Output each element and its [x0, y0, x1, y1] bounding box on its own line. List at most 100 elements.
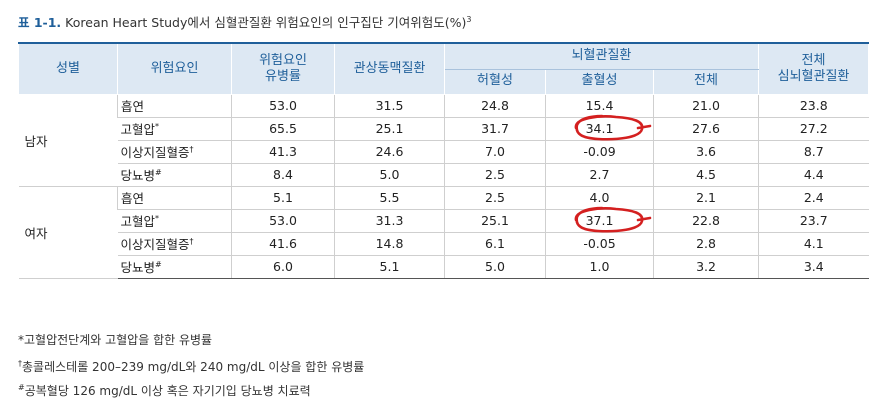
header-stroke-total: 전체: [652, 68, 760, 95]
value-cell: 53.0: [231, 209, 335, 233]
value-cell: 23.7: [758, 209, 869, 233]
footnote-mark: *: [155, 213, 160, 223]
value-cell: 14.8: [334, 232, 445, 256]
risk-factor-cell: 이상지질혈증†: [117, 140, 232, 164]
value-cell: 8.7: [758, 140, 869, 164]
value-cell: 6.0: [231, 255, 335, 279]
footnote-symbol: *: [18, 333, 24, 347]
value-cell: 5.0: [334, 163, 445, 187]
value-cell: 2.7: [545, 163, 654, 187]
risk-factor-cell: 흡연: [117, 93, 232, 118]
table-body: 남자 흡연 53.0 31.5 24.8 15.4 21.0 23.8 고혈압* 65.5 25.1…: [18, 93, 869, 279]
hand-drawn-circle-annotation: [574, 114, 651, 141]
table-row: 고혈압* 65.5 25.1 31.7 34.1 27.6 27.2: [19, 114, 869, 141]
table-row: 여자 흡연 5.1 5.5 2.5 4.0 2.1 2.4: [18, 185, 869, 279]
table-row: 당뇨병# 6.0 5.1 5.0 1.0 3.2 3.4: [19, 255, 869, 279]
header-total-line-1: 전체: [801, 52, 826, 68]
table-caption: 표 1-1. Korean Heart Study에서 심혈관질환 위험요인의 …: [18, 12, 471, 31]
value-cell: 22.8: [652, 209, 759, 233]
value-cell: 24.6: [334, 140, 445, 164]
header-cerebrovascular-group: 뇌혈관질환: [443, 42, 760, 70]
value-cell: 15.4: [545, 93, 654, 118]
footnote-text: 총콜레스테롤 200–239 mg/dL와 240 mg/dL 이상을 합한 유…: [22, 360, 365, 374]
value-cell: 4.5: [652, 163, 759, 187]
sex-cell: 여자: [18, 185, 118, 279]
risk-factor-name: 흡연: [121, 99, 145, 114]
header-prevalence-line-1: 위험요인: [259, 52, 307, 68]
value-cell: 31.7: [444, 117, 546, 141]
footnote-symbol: †: [18, 359, 22, 368]
risk-factor-name: 당뇨병: [120, 260, 156, 275]
value-cell: 5.1: [231, 185, 335, 210]
value-cell: 4.4: [758, 163, 869, 187]
risk-factor-cell: 흡연: [117, 185, 232, 210]
header-prevalence: 위험요인 유병률: [231, 42, 335, 95]
risk-factor-name: 고혈압: [120, 214, 156, 229]
header-prevalence-line-2: 유병률: [265, 68, 301, 84]
value-cell: 2.8: [652, 232, 759, 256]
value-cell: 34.1: [545, 114, 654, 141]
value-cell: 5.1: [334, 255, 445, 279]
footnote-symbol: #: [18, 383, 25, 392]
citation-mark: 3: [466, 14, 472, 24]
header-ischemic: 허혈성: [444, 68, 546, 95]
table-row: 고혈압* 53.0 31.3 25.1 37.1 22.8 23.7: [19, 206, 869, 233]
hand-drawn-circle-annotation: [574, 206, 651, 233]
value-cell: 65.5: [231, 117, 335, 141]
value-cell: 23.8: [758, 93, 869, 118]
value-cell: 27.2: [758, 117, 869, 141]
risk-factor-cell: 고혈압*: [117, 209, 232, 233]
value-cell: 5.0: [444, 255, 546, 279]
circled-value: 37.1: [574, 206, 651, 233]
value-cell: 3.6: [652, 140, 759, 164]
table-row: 당뇨병# 8.4 5.0 2.5 2.7 4.5 4.4: [19, 163, 869, 187]
risk-factor-cell: 고혈압*: [117, 117, 232, 141]
value-cell: 37.1: [545, 206, 654, 233]
value-cell: -0.05: [545, 232, 654, 256]
header-hemorrhagic: 출혈성: [545, 68, 654, 95]
risk-factor-cell: 당뇨병#: [117, 255, 232, 279]
risk-factor-name: 당뇨병: [120, 168, 156, 183]
risk-factor-table: 성별 위험요인 위험요인 유병률 관상동맥질환 뇌혈관질환 전체 심뇌혈관질환 …: [18, 42, 870, 279]
footnote-mark: *: [155, 121, 160, 131]
value-cell: 31.3: [334, 209, 445, 233]
header-coronary: 관상동맥질환: [334, 42, 445, 95]
value-cell: 7.0: [444, 140, 546, 164]
value-cell: 2.5: [444, 185, 546, 210]
footnote-mark: #: [155, 259, 162, 269]
circled-value-text: 37.1: [585, 213, 614, 228]
risk-factor-name: 고혈압: [120, 122, 156, 137]
table-title: Korean Heart Study에서 심혈관질환 위험요인의 인구집단 기여…: [65, 15, 467, 30]
value-cell: 25.1: [334, 117, 445, 141]
footnote: #공복혈당 126 mg/dL 이상 혹은 자기기입 당뇨병 치료력: [18, 376, 364, 400]
header-total: 전체 심뇌혈관질환: [758, 42, 870, 95]
value-cell: 53.0: [231, 93, 335, 118]
value-cell: 41.3: [231, 140, 335, 164]
table-row: 이상지질혈증† 41.3 24.6 7.0 -0.09 3.6 8.7: [19, 140, 869, 164]
risk-factor-name: 이상지질혈증: [120, 237, 190, 252]
header-risk-factor: 위험요인: [117, 42, 232, 95]
table-row: 이상지질혈증† 41.6 14.8 6.1 -0.05 2.8 4.1: [19, 232, 869, 256]
value-cell: 24.8: [444, 93, 546, 118]
footnote-mark: †: [189, 144, 194, 154]
value-cell: 41.6: [231, 232, 335, 256]
circle-stroke: [574, 206, 651, 233]
risk-factor-cell: 당뇨병#: [117, 163, 232, 187]
value-cell: 2.4: [758, 185, 869, 210]
header-sex: 성별: [18, 42, 118, 95]
sex-cell: 남자: [18, 93, 118, 187]
value-cell: 2.5: [444, 163, 546, 187]
footnote-text: 고혈압전단계와 고혈압을 합한 유병률: [24, 333, 213, 347]
header-total-line-2: 심뇌혈관질환: [777, 68, 850, 84]
table-number: 표 1-1.: [18, 15, 62, 30]
value-cell: 8.4: [231, 163, 335, 187]
value-cell: 1.0: [545, 255, 654, 279]
footnotes: *고혈압전단계와 고혈압을 합한 유병률 †총콜레스테롤 200–239 mg/d…: [18, 328, 364, 400]
footnote-mark: #: [155, 167, 162, 177]
footnote-mark: †: [189, 236, 194, 246]
value-cell: 3.4: [758, 255, 869, 279]
value-cell: 4.1: [758, 232, 869, 256]
risk-factor-cell: 이상지질혈증†: [117, 232, 232, 256]
value-cell: 21.0: [652, 93, 759, 118]
value-cell: 5.5: [334, 185, 445, 210]
